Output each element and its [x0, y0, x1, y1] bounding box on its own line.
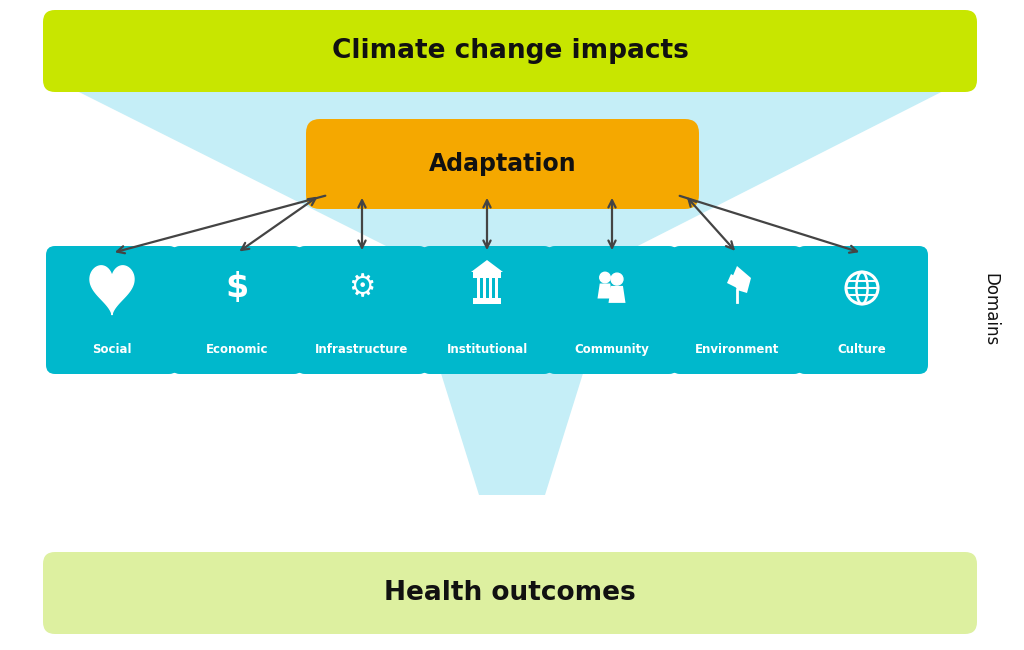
FancyBboxPatch shape: [473, 272, 501, 278]
Circle shape: [611, 273, 623, 285]
Circle shape: [600, 272, 610, 283]
Polygon shape: [404, 255, 620, 495]
FancyBboxPatch shape: [546, 246, 678, 374]
Text: Culture: Culture: [838, 343, 887, 356]
Text: Domains: Domains: [981, 274, 999, 346]
Polygon shape: [90, 266, 134, 315]
FancyBboxPatch shape: [482, 277, 485, 298]
FancyBboxPatch shape: [476, 277, 479, 298]
FancyBboxPatch shape: [473, 298, 501, 304]
FancyBboxPatch shape: [43, 552, 977, 634]
FancyBboxPatch shape: [306, 119, 699, 209]
FancyBboxPatch shape: [495, 277, 498, 298]
FancyBboxPatch shape: [488, 277, 492, 298]
Text: Social: Social: [92, 343, 132, 356]
Text: Economic: Economic: [206, 343, 268, 356]
Text: Infrastructure: Infrastructure: [315, 343, 409, 356]
Text: Institutional: Institutional: [446, 343, 527, 356]
Polygon shape: [597, 283, 612, 298]
Text: Community: Community: [574, 343, 649, 356]
FancyBboxPatch shape: [171, 246, 303, 374]
Text: Health outcomes: Health outcomes: [384, 580, 636, 606]
FancyBboxPatch shape: [46, 246, 178, 374]
FancyBboxPatch shape: [796, 246, 928, 374]
Polygon shape: [727, 274, 738, 288]
FancyBboxPatch shape: [43, 10, 977, 92]
Text: Environment: Environment: [695, 343, 779, 356]
Polygon shape: [55, 80, 965, 255]
Polygon shape: [608, 286, 626, 303]
Polygon shape: [471, 260, 503, 272]
Text: Adaptation: Adaptation: [429, 152, 577, 176]
Text: Climate change impacts: Climate change impacts: [332, 38, 688, 64]
Text: $: $: [225, 272, 249, 304]
Polygon shape: [732, 266, 751, 293]
Text: ⚙: ⚙: [348, 274, 376, 302]
FancyBboxPatch shape: [671, 246, 803, 374]
FancyBboxPatch shape: [296, 246, 428, 374]
FancyBboxPatch shape: [421, 246, 553, 374]
